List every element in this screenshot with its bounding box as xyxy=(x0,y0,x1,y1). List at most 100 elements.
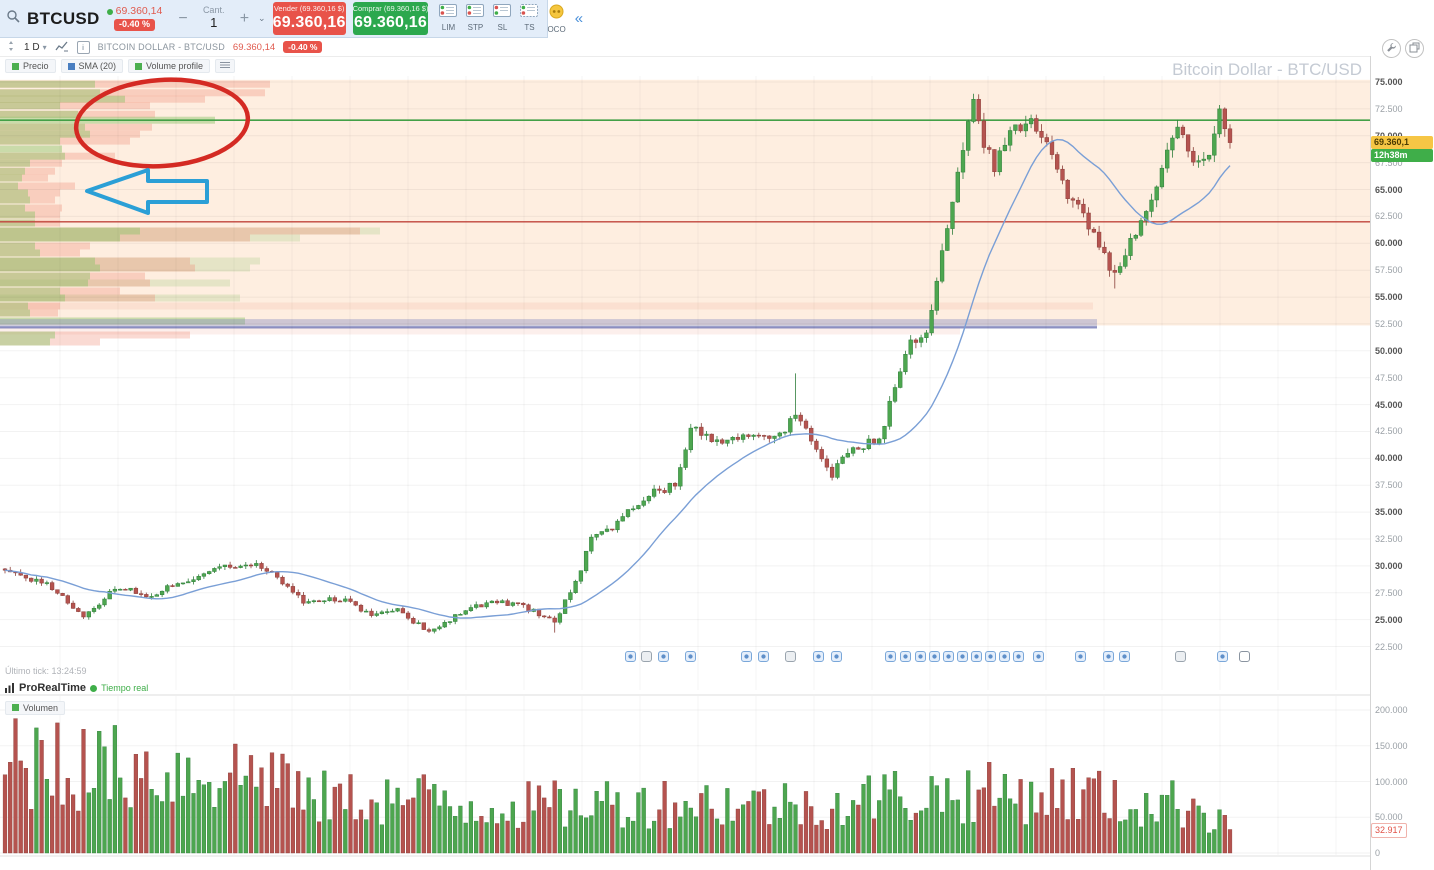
event-marker-icon[interactable] xyxy=(1075,651,1086,662)
event-marker-icon[interactable] xyxy=(971,651,982,662)
volume-tick-label: 0 xyxy=(1375,848,1381,858)
order-options-chevron-icon[interactable]: ⌄ xyxy=(258,13,266,23)
event-marker-icon[interactable] xyxy=(641,651,652,662)
price-series-swatch xyxy=(12,62,19,70)
event-marker-icon[interactable] xyxy=(885,651,896,662)
collapse-panel-button[interactable]: « xyxy=(574,10,584,27)
candle-countdown-badge: 12h38m xyxy=(1371,149,1433,162)
status-area: Último tick: 13:24:59 ProRealTime Tiempo… xyxy=(5,666,148,698)
prorealtime-logo-icon xyxy=(5,679,15,698)
sell-price: 69.360,16 xyxy=(272,13,346,31)
event-marker-strip xyxy=(0,651,1370,664)
price-tick-label: 35.000 xyxy=(1375,507,1403,518)
chevron-down-icon: ▾ xyxy=(42,42,47,52)
event-marker-icon[interactable] xyxy=(658,651,669,662)
symbol-last-price: 69.360,14 xyxy=(115,5,163,18)
last-price-axis-badge: 69.360,1 xyxy=(1371,136,1433,149)
volume-legend-chip[interactable]: Volumen xyxy=(5,700,66,715)
price-tick-label: 32.500 xyxy=(1375,534,1403,544)
event-marker-icon[interactable] xyxy=(999,651,1010,662)
sell-sub-label: Vender (69.360,16 $) xyxy=(273,3,345,13)
order-type-stp-button[interactable]: STP xyxy=(466,3,485,34)
order-type-sl-button[interactable]: SL xyxy=(493,3,512,34)
price-tick-label: 57.500 xyxy=(1375,265,1403,276)
event-marker-icon[interactable] xyxy=(985,651,996,662)
buy-button[interactable]: Comprar (69.360,16 $) 69.360,16 xyxy=(352,2,429,35)
symbol-label[interactable]: BTCUSD xyxy=(27,8,100,28)
list-settings-icon xyxy=(220,61,231,71)
stop-loss-order-icon xyxy=(493,3,512,22)
quantity-label: Cant. xyxy=(202,5,225,16)
indicator-settings-button[interactable] xyxy=(215,59,236,73)
price-tick-label: 72.500 xyxy=(1375,103,1403,114)
price-tick-label: 47.500 xyxy=(1375,372,1403,383)
volume-legend: Volumen xyxy=(5,698,66,716)
event-marker-icon[interactable] xyxy=(943,651,954,662)
sell-button[interactable]: Vender (69.360,16 $) 69.360,16 xyxy=(272,2,346,35)
detach-window-button[interactable] xyxy=(1405,39,1424,58)
event-marker-icon[interactable] xyxy=(957,651,968,662)
quantity-stepper[interactable]: Cant. 1 xyxy=(197,5,231,31)
event-marker-icon[interactable] xyxy=(741,651,752,662)
event-marker-icon[interactable] xyxy=(929,651,940,662)
limit-order-icon xyxy=(439,3,458,22)
chart-settings-button[interactable] xyxy=(1382,39,1401,58)
trailing-stop-order-icon xyxy=(520,3,539,22)
price-tick-label: 55.000 xyxy=(1375,292,1403,303)
last-tick-label: Último tick: 13:24:59 xyxy=(5,666,87,676)
price-tick-label: 42.500 xyxy=(1375,426,1403,437)
quantity-decrease-button[interactable]: − xyxy=(178,9,188,27)
volume-tick-label: 150.000 xyxy=(1375,740,1408,751)
event-marker-icon[interactable] xyxy=(1217,651,1228,662)
event-marker-icon[interactable] xyxy=(685,651,696,662)
price-axis[interactable]: 75.000 72.500 70.000 67.500 65.000 62.500 60.0… xyxy=(1370,56,1434,870)
event-marker-icon[interactable] xyxy=(1013,651,1024,662)
volume-tick-label: 200.000 xyxy=(1375,705,1408,715)
event-marker-icon[interactable] xyxy=(915,651,926,662)
symbol-quote: 69.360,14 -0.40 % xyxy=(106,5,163,31)
order-type-lim-button[interactable]: LIM xyxy=(439,3,458,34)
buy-price: 69.360,16 xyxy=(354,13,427,31)
wrench-icon xyxy=(1386,40,1397,58)
volume-series-swatch xyxy=(12,704,19,711)
event-marker-icon[interactable] xyxy=(1103,651,1114,662)
stop-order-icon xyxy=(466,3,485,22)
symbol-change-badge: -0.40 % xyxy=(113,19,156,31)
blue-arrow-annotation xyxy=(85,168,209,215)
instrument-info-icon[interactable]: i xyxy=(76,40,90,54)
event-marker-icon[interactable] xyxy=(900,651,911,662)
timeframe-selector[interactable]: 1 D ▾ xyxy=(24,42,47,53)
legend-price-label: Precio xyxy=(23,61,49,71)
legend-price-chip[interactable]: Precio xyxy=(5,59,56,73)
reorder-icon[interactable] xyxy=(6,40,16,54)
window-icon xyxy=(1409,40,1420,58)
event-marker-icon[interactable] xyxy=(1239,651,1250,662)
current-volume-badge: 32.917 xyxy=(1371,823,1407,838)
legend-sma-chip[interactable]: SMA (20) xyxy=(60,59,124,73)
chart-watermark: Bitcoin Dollar - BTC/USD xyxy=(1172,60,1362,79)
event-marker-icon[interactable] xyxy=(1119,651,1130,662)
event-marker-icon[interactable] xyxy=(813,651,824,662)
event-marker-icon[interactable] xyxy=(625,651,636,662)
event-marker-icon[interactable] xyxy=(785,651,796,662)
legend-volume-profile-chip[interactable]: Volume profile xyxy=(128,59,211,73)
order-type-ts-button[interactable]: TS xyxy=(520,3,539,34)
legend-volume-profile-label: Volume profile xyxy=(146,61,204,71)
event-marker-icon[interactable] xyxy=(1175,651,1186,662)
price-tick-label: 50.000 xyxy=(1375,345,1403,356)
legend: Precio SMA (20) Volume profile xyxy=(5,59,236,73)
chart-type-icon[interactable] xyxy=(55,41,69,54)
timeframe-value: 1 D xyxy=(24,41,40,53)
event-marker-icon[interactable] xyxy=(1033,651,1044,662)
price-tick-label: 75.000 xyxy=(1375,77,1403,87)
search-icon[interactable] xyxy=(6,9,20,28)
event-marker-icon[interactable] xyxy=(758,651,769,662)
price-tick-label: 67.500 xyxy=(1375,157,1403,168)
volume-tick-label: 50.000 xyxy=(1375,812,1403,823)
quantity-increase-button[interactable]: + xyxy=(239,9,250,27)
legend-sma-label: SMA (20) xyxy=(78,61,117,71)
order-type-oco-button[interactable]: OCO xyxy=(547,4,566,34)
event-marker-icon[interactable] xyxy=(831,651,842,662)
